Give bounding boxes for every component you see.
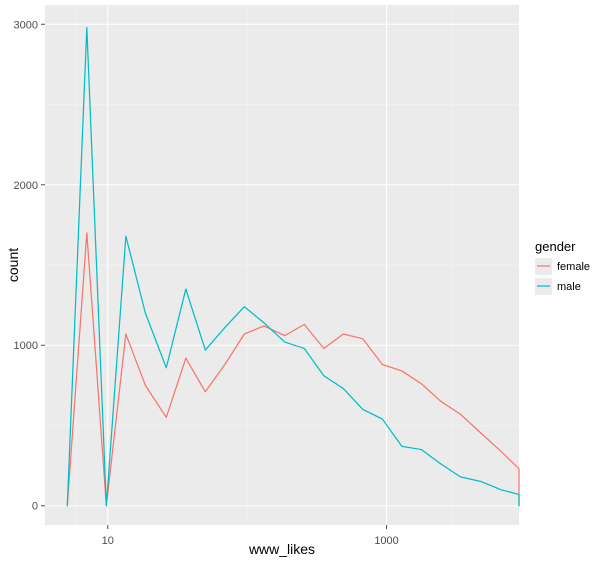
y-tick-label-2000: 2000 <box>14 180 38 192</box>
axis-layer: 10 1000 0 1000 2000 3000 <box>14 19 399 547</box>
y-tick-label-3000: 3000 <box>14 19 38 31</box>
legend-items: female male <box>535 258 590 295</box>
series-line-female <box>66 232 520 507</box>
y-tick-label-1000: 1000 <box>14 340 38 352</box>
x-axis-title: www_likes <box>248 541 315 557</box>
legend: gender female male <box>535 239 590 295</box>
x-tick-label-1000: 1000 <box>374 535 398 547</box>
major-gridlines <box>45 5 519 525</box>
y-axis-title: count <box>5 248 21 282</box>
legend-title: gender <box>535 239 576 254</box>
series-layer <box>66 26 520 507</box>
y-tick-label-0: 0 <box>32 501 38 513</box>
legend-label-male: male <box>557 281 581 293</box>
legend-label-female: female <box>557 261 590 273</box>
series-line-male <box>66 26 520 507</box>
x-tick-label-10: 10 <box>102 535 114 547</box>
